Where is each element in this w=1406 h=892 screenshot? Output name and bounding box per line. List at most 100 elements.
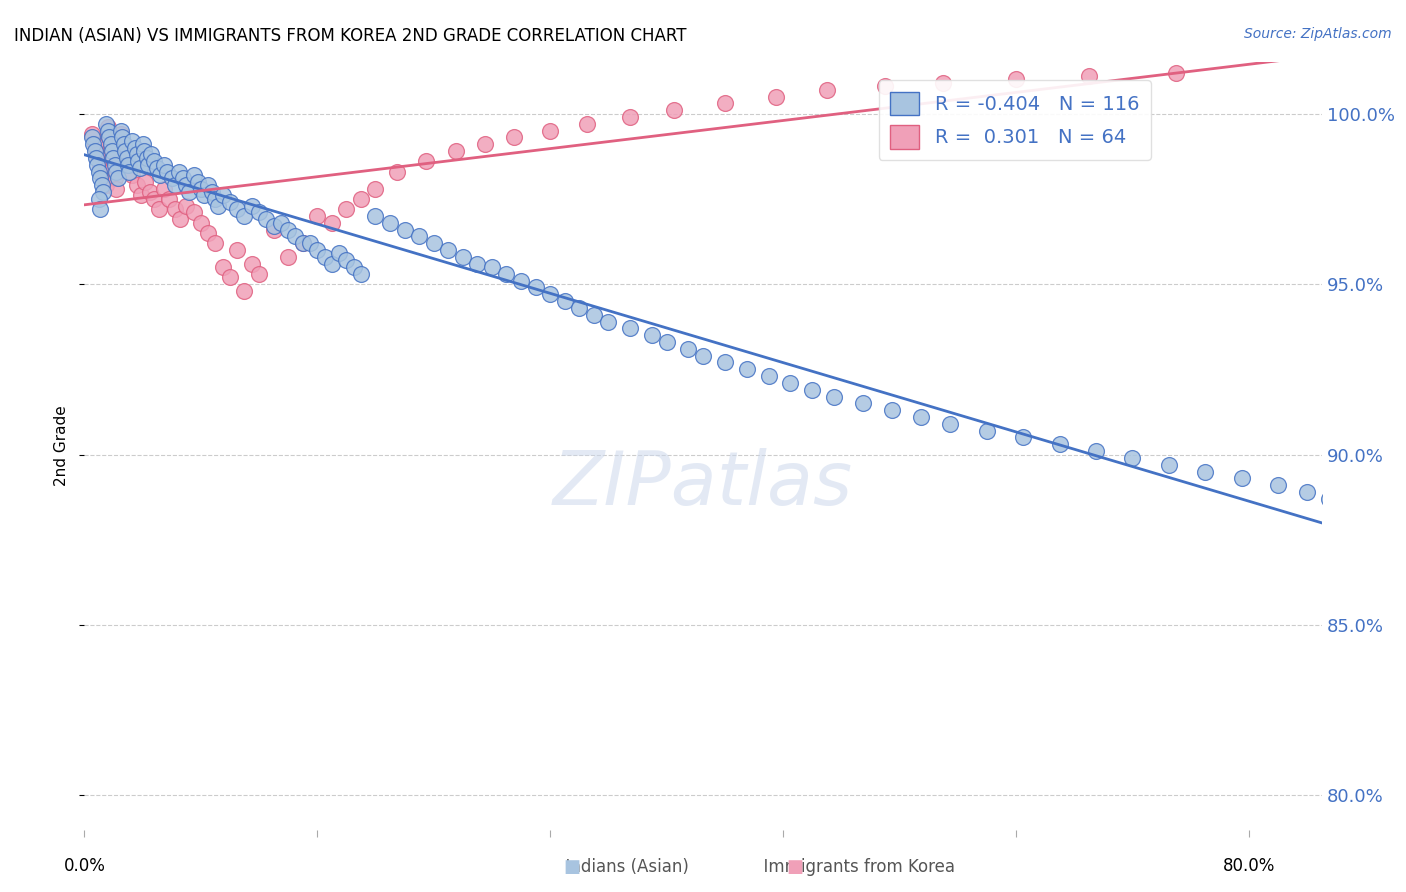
Point bbox=[83, 144, 105, 158]
Point bbox=[678, 342, 700, 356]
Point bbox=[1157, 458, 1180, 472]
Point bbox=[350, 267, 373, 281]
Point bbox=[270, 216, 292, 230]
Point bbox=[1077, 69, 1099, 83]
Point bbox=[118, 158, 141, 172]
Point bbox=[1049, 437, 1071, 451]
Point bbox=[1012, 430, 1035, 444]
Point bbox=[422, 236, 444, 251]
Point bbox=[247, 205, 270, 219]
Point bbox=[335, 253, 357, 268]
Legend: R = -0.404   N = 116, R =  0.301   N = 64: R = -0.404 N = 116, R = 0.301 N = 64 bbox=[879, 79, 1152, 161]
Point bbox=[124, 141, 146, 155]
Text: 80.0%: 80.0% bbox=[1223, 857, 1275, 875]
Point bbox=[524, 280, 547, 294]
Point bbox=[873, 79, 896, 94]
Point bbox=[240, 199, 263, 213]
Point bbox=[107, 171, 129, 186]
Point bbox=[115, 147, 138, 161]
Point bbox=[1164, 65, 1187, 79]
Point bbox=[233, 209, 256, 223]
Point bbox=[103, 161, 125, 175]
Point bbox=[247, 267, 270, 281]
Point bbox=[467, 257, 489, 271]
Point bbox=[174, 178, 197, 193]
Point bbox=[277, 250, 299, 264]
Point bbox=[105, 181, 128, 195]
Point bbox=[83, 137, 105, 152]
Point bbox=[139, 185, 162, 199]
Point bbox=[714, 96, 737, 111]
Point bbox=[114, 144, 136, 158]
Point bbox=[96, 117, 118, 131]
Point bbox=[169, 212, 191, 227]
Point bbox=[80, 127, 103, 141]
Text: ■: ■ bbox=[564, 858, 581, 876]
Point bbox=[291, 236, 314, 251]
Point bbox=[204, 192, 226, 206]
Point bbox=[568, 301, 591, 315]
Point bbox=[240, 257, 263, 271]
Point bbox=[387, 164, 409, 178]
Point bbox=[163, 178, 186, 193]
Point bbox=[84, 151, 107, 165]
Point bbox=[97, 123, 120, 137]
Point bbox=[172, 171, 194, 186]
Point bbox=[1340, 499, 1362, 513]
Point bbox=[910, 410, 932, 425]
Point bbox=[582, 308, 605, 322]
Point bbox=[474, 137, 496, 152]
Point bbox=[127, 154, 149, 169]
Point bbox=[148, 202, 170, 216]
Point bbox=[183, 168, 205, 182]
Text: Indians (Asian): Indians (Asian) bbox=[534, 858, 689, 876]
Point bbox=[110, 123, 132, 137]
Point bbox=[91, 168, 114, 182]
Text: ■: ■ bbox=[786, 858, 803, 876]
Point bbox=[125, 147, 148, 161]
Point bbox=[307, 209, 329, 223]
Point bbox=[815, 83, 838, 97]
Point bbox=[134, 175, 156, 189]
Point bbox=[101, 144, 124, 158]
Point bbox=[117, 158, 139, 172]
Point bbox=[197, 178, 219, 193]
Point bbox=[87, 164, 110, 178]
Point bbox=[655, 334, 678, 349]
Point bbox=[100, 141, 122, 155]
Point bbox=[226, 243, 249, 257]
Point bbox=[111, 130, 134, 145]
Point bbox=[110, 127, 132, 141]
Point bbox=[378, 216, 401, 230]
Point bbox=[1230, 471, 1253, 485]
Point bbox=[219, 270, 242, 285]
Point bbox=[174, 199, 197, 213]
Point bbox=[87, 192, 110, 206]
Point bbox=[143, 192, 166, 206]
Point bbox=[89, 202, 111, 216]
Point bbox=[554, 294, 576, 309]
Point bbox=[364, 181, 387, 195]
Point bbox=[284, 229, 307, 244]
Point bbox=[350, 192, 373, 206]
Point bbox=[190, 216, 212, 230]
Point bbox=[103, 151, 125, 165]
Point bbox=[201, 185, 224, 199]
Point bbox=[692, 349, 714, 363]
Point bbox=[97, 120, 120, 135]
Point bbox=[105, 164, 128, 178]
Point bbox=[779, 376, 801, 390]
Point bbox=[179, 185, 201, 199]
Point bbox=[149, 168, 172, 182]
Point bbox=[298, 236, 321, 251]
Point bbox=[90, 178, 112, 193]
Point bbox=[1121, 450, 1143, 465]
Point bbox=[197, 226, 219, 240]
Point bbox=[160, 171, 183, 186]
Point bbox=[451, 250, 474, 264]
Point bbox=[156, 164, 179, 178]
Point bbox=[277, 222, 299, 236]
Point bbox=[100, 137, 122, 152]
Point bbox=[1194, 465, 1216, 479]
Point bbox=[226, 202, 249, 216]
